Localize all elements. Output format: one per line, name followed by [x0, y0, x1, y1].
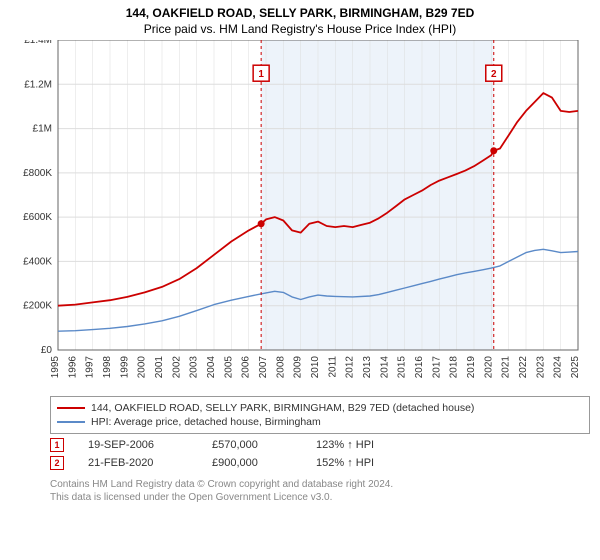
- svg-text:2013: 2013: [362, 356, 373, 379]
- footer-line-2: This data is licensed under the Open Gov…: [50, 491, 590, 504]
- sale-row-2: 2 21-FEB-2020 £900,000 152% ↑ HPI: [50, 456, 590, 470]
- svg-text:2015: 2015: [397, 356, 408, 379]
- sale-row-1: 1 19-SEP-2006 £570,000 123% ↑ HPI: [50, 438, 590, 452]
- svg-text:2024: 2024: [553, 356, 564, 379]
- svg-text:£1M: £1M: [33, 124, 52, 135]
- sale-marker-1: 1: [50, 438, 64, 452]
- svg-text:2002: 2002: [171, 356, 182, 379]
- svg-text:2022: 2022: [518, 356, 529, 379]
- svg-text:2020: 2020: [483, 356, 494, 379]
- svg-text:2006: 2006: [241, 356, 252, 379]
- sale-date-2: 21-FEB-2020: [88, 457, 188, 469]
- chart-subtitle: Price paid vs. HM Land Registry's House …: [0, 20, 600, 40]
- svg-text:1995: 1995: [50, 356, 61, 379]
- svg-text:2023: 2023: [535, 356, 546, 379]
- legend-row-1: 144, OAKFIELD ROAD, SELLY PARK, BIRMINGH…: [57, 401, 583, 415]
- legend-row-2: HPI: Average price, detached house, Birm…: [57, 415, 583, 429]
- svg-text:1999: 1999: [119, 356, 130, 379]
- svg-text:2007: 2007: [258, 356, 269, 379]
- svg-text:2005: 2005: [223, 356, 234, 379]
- svg-text:2017: 2017: [431, 356, 442, 379]
- svg-text:2000: 2000: [137, 356, 148, 379]
- svg-text:£600K: £600K: [23, 212, 52, 223]
- svg-text:1: 1: [258, 69, 264, 80]
- svg-text:2008: 2008: [275, 356, 286, 379]
- svg-text:£800K: £800K: [23, 168, 52, 179]
- svg-text:2016: 2016: [414, 356, 425, 379]
- sale-price-1: £570,000: [212, 439, 292, 451]
- svg-text:2009: 2009: [293, 356, 304, 379]
- svg-text:2: 2: [491, 69, 497, 80]
- svg-text:£400K: £400K: [23, 256, 52, 267]
- chart-title: 144, OAKFIELD ROAD, SELLY PARK, BIRMINGH…: [0, 0, 600, 20]
- svg-text:1998: 1998: [102, 356, 113, 379]
- svg-text:£0: £0: [41, 345, 53, 356]
- svg-text:2011: 2011: [327, 356, 338, 378]
- legend-label-2: HPI: Average price, detached house, Birm…: [91, 416, 321, 428]
- sale-pct-1: 123% ↑ HPI: [316, 439, 416, 451]
- sale-date-1: 19-SEP-2006: [88, 439, 188, 451]
- svg-text:2021: 2021: [501, 356, 512, 379]
- legend-line-2: [57, 421, 85, 423]
- footer-attribution: Contains HM Land Registry data © Crown c…: [50, 478, 590, 504]
- svg-text:2012: 2012: [345, 356, 356, 379]
- sale-price-2: £900,000: [212, 457, 292, 469]
- svg-text:£200K: £200K: [23, 301, 52, 312]
- legend-label-1: 144, OAKFIELD ROAD, SELLY PARK, BIRMINGH…: [91, 402, 474, 414]
- svg-text:£1.2M: £1.2M: [24, 79, 52, 90]
- chart-area: £0 £200K £400K £600K £800K £1M £1.2M £1.4M 1995 1…: [10, 40, 590, 390]
- svg-text:1997: 1997: [85, 356, 96, 379]
- svg-text:2018: 2018: [449, 356, 460, 379]
- footer-line-1: Contains HM Land Registry data © Crown c…: [50, 478, 590, 491]
- legend-box: 144, OAKFIELD ROAD, SELLY PARK, BIRMINGH…: [50, 396, 590, 434]
- svg-text:2025: 2025: [570, 356, 581, 379]
- sale-marker-2: 2: [50, 456, 64, 470]
- svg-text:1996: 1996: [67, 356, 78, 379]
- svg-text:2014: 2014: [379, 356, 390, 379]
- svg-text:2019: 2019: [466, 356, 477, 379]
- sale-pct-2: 152% ↑ HPI: [316, 457, 416, 469]
- svg-text:2004: 2004: [206, 356, 217, 379]
- svg-text:2003: 2003: [189, 356, 200, 379]
- svg-text:2010: 2010: [310, 356, 321, 379]
- legend-line-1: [57, 407, 85, 409]
- chart-svg: £0 £200K £400K £600K £800K £1M £1.2M £1.4M 1995 1…: [10, 40, 590, 390]
- svg-text:2001: 2001: [154, 356, 165, 379]
- svg-text:£1.4M: £1.4M: [24, 40, 52, 46]
